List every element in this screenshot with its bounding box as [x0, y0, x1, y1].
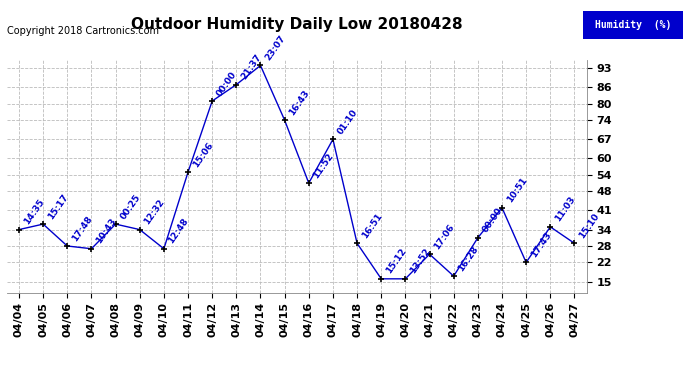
Text: 17:43: 17:43	[529, 230, 553, 259]
Text: 00:00: 00:00	[481, 206, 504, 234]
Text: 00:25: 00:25	[119, 192, 142, 221]
Text: Outdoor Humidity Daily Low 20180428: Outdoor Humidity Daily Low 20180428	[131, 17, 462, 32]
Text: 16:43: 16:43	[288, 88, 311, 117]
Text: Humidity  (%): Humidity (%)	[595, 20, 671, 30]
Text: 14:35: 14:35	[22, 198, 46, 226]
Text: 11:03: 11:03	[553, 195, 577, 223]
Text: 11:52: 11:52	[312, 151, 335, 180]
Text: 15:10: 15:10	[578, 211, 601, 240]
Text: 12:48: 12:48	[167, 217, 190, 246]
Text: 17:06: 17:06	[433, 222, 456, 251]
Text: 10:51: 10:51	[505, 176, 529, 204]
Text: 00:00: 00:00	[215, 69, 239, 98]
Text: 23:07: 23:07	[264, 34, 287, 62]
Text: 16:51: 16:51	[360, 211, 384, 240]
Text: 21:37: 21:37	[239, 53, 263, 81]
Text: 12:32: 12:32	[143, 198, 166, 226]
Text: 10:43: 10:43	[95, 217, 118, 246]
Text: 15:17: 15:17	[46, 192, 70, 221]
Text: 15:12: 15:12	[384, 247, 408, 276]
Text: Copyright 2018 Cartronics.com: Copyright 2018 Cartronics.com	[7, 26, 159, 36]
Text: 13:52: 13:52	[408, 247, 432, 276]
Text: 15:06: 15:06	[191, 140, 215, 169]
Text: 01:10: 01:10	[336, 108, 359, 136]
Text: 17:48: 17:48	[70, 214, 94, 243]
Text: 16:28: 16:28	[457, 244, 480, 273]
